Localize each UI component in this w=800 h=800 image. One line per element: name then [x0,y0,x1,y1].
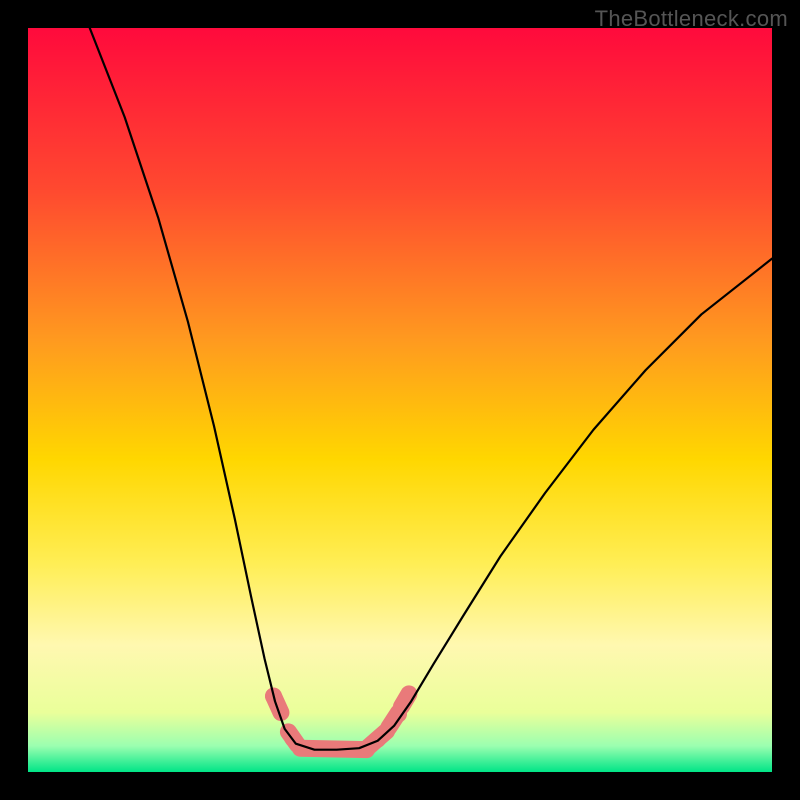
chart-container: TheBottleneck.com [0,0,800,800]
plot-background [28,28,772,772]
bottleneck-chart [0,0,800,800]
watermark-text: TheBottleneck.com [595,6,788,32]
